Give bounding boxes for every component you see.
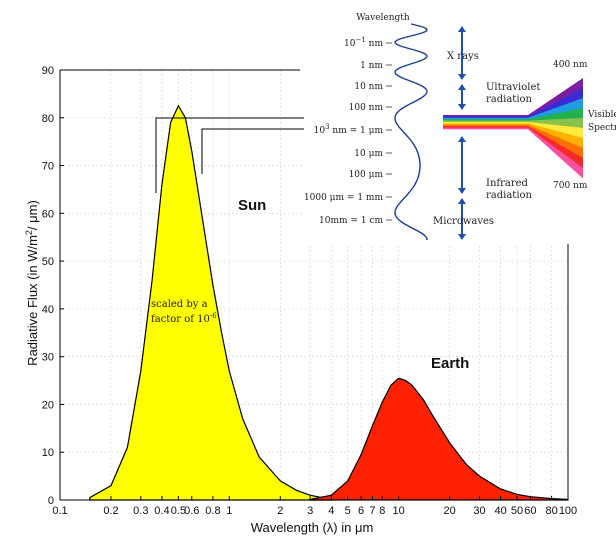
scale-label: 100 nm — [349, 103, 384, 113]
y-tick-label: 70 — [42, 161, 54, 173]
scale-label: 10−1 nm — [344, 36, 383, 49]
uv-arrow-head-bottom — [458, 104, 466, 110]
x-axis-label: Wavelength (λ) in μm — [251, 520, 374, 535]
scale-labels: 10−1 nm 1 nm 10 nm 100 nm 103 nm = 1 μm 10 μm… — [304, 36, 392, 226]
x-tick-label: 4 — [328, 505, 334, 517]
y-ticks: 0 10 20 30 40 50 60 70 80 90 — [42, 65, 64, 507]
ir-label-1: Infrared — [486, 178, 529, 189]
microwave-arrow-head-top — [458, 198, 466, 204]
visible-band-stripe — [443, 120, 528, 123]
x-tick-label: 2 — [277, 505, 283, 517]
scale-label: 1000 μm = 1 mm — [304, 193, 384, 203]
y-tick-label: 0 — [48, 495, 54, 507]
x-tick-label: 10 — [393, 505, 405, 517]
visible-fan-stripe — [528, 98, 583, 120]
scale-label: 10 μm — [354, 149, 383, 159]
nm400-label: 400 nm — [553, 60, 588, 70]
earth-label: Earth — [431, 355, 469, 372]
visible-band-stripe — [443, 119, 528, 121]
scaled-note-line1: scaled by a — [151, 299, 208, 310]
y-tick-label: 40 — [42, 304, 54, 316]
visible-label-1: Visible — [587, 110, 616, 120]
inset-title: Wavelength — [356, 13, 410, 23]
x-tick-label: 0.4 — [154, 505, 169, 517]
x-tick-label: 0.6 — [184, 505, 199, 517]
x-tick-label: 30 — [473, 505, 485, 517]
x-tick-label: 0.5 — [171, 505, 186, 517]
scale-label: 10mm = 1 cm — [319, 216, 383, 226]
curve-areas — [89, 104, 569, 501]
x-ticks: 0.1 0.2 0.3 0.4 0.50.6 0.8 1 2 3 4 5 6 7 8 10 20 30 40 50 6… — [52, 496, 577, 517]
xray-arrow-head-top — [458, 26, 466, 32]
visible-label-2: Spectrum — [588, 123, 616, 133]
band-arrows — [458, 26, 466, 240]
x-tick-label: 80 — [545, 505, 557, 517]
ir-label-2: radiation — [486, 190, 533, 201]
x-tick-label: 100 — [559, 505, 577, 517]
x-tick-label: 50 — [511, 505, 523, 517]
y-tick-label: 50 — [42, 256, 54, 268]
x-tick-label: 8 — [379, 505, 385, 517]
visible-band-stripe — [443, 115, 528, 117]
xrays-label: X rays — [447, 51, 479, 62]
x-tick-label: 1 — [226, 505, 232, 517]
visible-fan-stripe — [528, 127, 583, 179]
y-tick-label: 80 — [42, 113, 54, 125]
scale-label: 103 nm = 1 μm — [314, 123, 384, 136]
scaled-note-line2: factor of 10-6 — [151, 312, 217, 325]
y-axis-label: Radiative Flux (in W/m2/ μm) — [24, 200, 40, 366]
y-tick-label: 30 — [42, 352, 54, 364]
x-tick-label: 0.2 — [103, 505, 118, 517]
visible-band-stripe — [443, 124, 528, 127]
y-tick-label: 20 — [42, 399, 54, 411]
x-tick-label: 0.8 — [205, 505, 220, 517]
nm700-label: 700 nm — [553, 181, 588, 191]
x-tick-label: 20 — [444, 505, 456, 517]
scale-label: 10 nm — [354, 82, 383, 92]
x-tick-label: 7 — [369, 505, 375, 517]
x-tick-label: 3 — [307, 505, 313, 517]
visible-band-stripe — [443, 117, 528, 120]
x-tick-label: 6 — [358, 505, 364, 517]
sun-label: Sun — [238, 197, 266, 214]
spectrum-inset: Wavelength 10−1 nm 1 nm 10 nm 100 nm 103 nm … — [304, 0, 616, 244]
visible-fan-stripe — [528, 88, 583, 119]
visible-fan-stripe — [528, 78, 583, 117]
y-tick-label: 10 — [42, 447, 54, 459]
ir-arrow-head-top — [458, 136, 466, 142]
x-tick-label: 5 — [345, 505, 351, 517]
axes — [59, 69, 569, 501]
visible-spectrum-fan — [443, 78, 583, 179]
x-tick-label: 0.1 — [52, 505, 67, 517]
x-tick-label: 0.3 — [133, 505, 148, 517]
visible-band-stripe — [443, 123, 528, 126]
uv-label-2: radiation — [486, 94, 533, 105]
xray-arrow-head-bottom — [458, 74, 466, 80]
microwaves-label: Microwaves — [433, 216, 494, 227]
y-tick-label: 60 — [42, 208, 54, 220]
visible-fan-stripe — [528, 108, 583, 121]
y-tick-label: 90 — [42, 65, 54, 77]
uv-label-1: Ultraviolet — [486, 82, 540, 93]
visible-fan-stripe — [528, 118, 583, 129]
uv-arrow-head-top — [458, 84, 466, 90]
scale-label: 1 nm — [360, 61, 383, 71]
visible-band-stripe — [443, 116, 528, 119]
series-area-sun — [89, 104, 332, 501]
visible-band-stripe — [443, 126, 528, 128]
ir-arrow-head-bottom — [458, 188, 466, 194]
visible-band-stripe — [443, 127, 528, 130]
series-area-earth — [309, 377, 569, 501]
microwave-arrow-head-bottom — [458, 234, 466, 240]
scale-label: 100 μm — [349, 170, 384, 180]
x-tick-label: 60 — [524, 505, 536, 517]
visible-band-stripe — [443, 122, 528, 124]
x-tick-label: 40 — [494, 505, 506, 517]
wave-line — [394, 23, 428, 241]
